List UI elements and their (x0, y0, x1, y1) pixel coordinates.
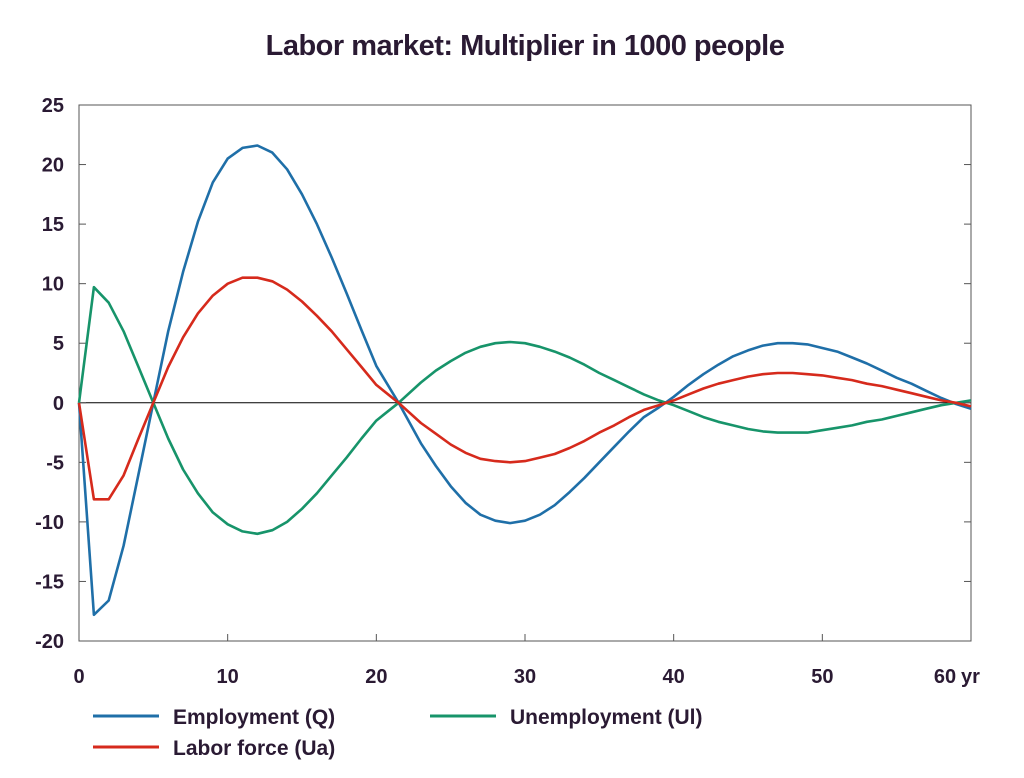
series-line (77, 285, 972, 536)
y-tick-label: -20 (35, 631, 64, 653)
y-tick-label: 5 (53, 333, 64, 355)
series-line (77, 144, 972, 617)
y-tick-label: 0 (53, 393, 64, 415)
y-tick-label: 20 (42, 155, 64, 177)
legend: Employment (Q) Unemployment (Ul) Labor for… (93, 706, 703, 760)
y-tick-label: 25 (42, 95, 64, 117)
x-tick-label: 50 (811, 666, 833, 688)
series-lines (77, 144, 972, 617)
x-tick-label: 30 (514, 666, 536, 688)
legend-label: Unemployment (Ul) (510, 706, 703, 729)
x-tick-label: 0 (73, 666, 84, 688)
y-tick-label: -10 (35, 512, 64, 534)
y-tick-label: -5 (46, 452, 64, 474)
chart-title: Labor market: Multiplier in 1000 people (265, 30, 785, 62)
x-axis: 0 10 20 30 40 50 60 yr (73, 634, 980, 688)
y-tick-label: -15 (35, 571, 64, 593)
series-line (77, 276, 972, 501)
y-axis: 25 20 15 10 5 0 -5 -10 -15 -20 (35, 95, 971, 653)
y-tick-label: 10 (42, 274, 64, 296)
legend-label: Labor force (Ua) (173, 737, 335, 760)
legend-label: Employment (Q) (173, 706, 335, 729)
x-tick-label: 60 (934, 666, 956, 688)
x-tick-label: 10 (217, 666, 239, 688)
y-tick-label: 15 (42, 214, 64, 236)
x-tick-label: 20 (365, 666, 387, 688)
x-unit-label: yr (961, 666, 980, 688)
x-tick-label: 40 (663, 666, 685, 688)
